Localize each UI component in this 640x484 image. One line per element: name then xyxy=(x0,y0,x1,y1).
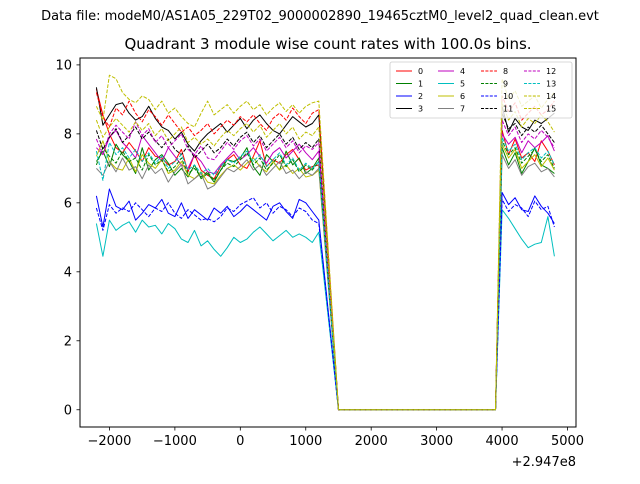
chart-title: Quadrant 3 module wise count rates with … xyxy=(124,35,531,53)
series-line-13 xyxy=(95,136,555,411)
series-line-12 xyxy=(95,119,555,411)
y-tick-label: 0 xyxy=(64,403,72,418)
legend-label-5: 5 xyxy=(460,80,465,89)
x-tick-label: 3000 xyxy=(420,434,453,449)
series-line-14 xyxy=(95,74,555,411)
legend-label-2: 2 xyxy=(418,92,423,101)
series-line-11 xyxy=(95,112,555,411)
x-tick-label: −2000 xyxy=(87,434,131,449)
legend-label-4: 4 xyxy=(460,67,465,76)
series-line-4 xyxy=(96,129,555,411)
y-tick-label: 2 xyxy=(64,334,72,349)
legend-label-9: 9 xyxy=(503,80,508,89)
legend-box xyxy=(389,61,573,119)
x-offset-label: +2.947e8 xyxy=(512,455,576,470)
suptitle: Data file: modeM0/AS1A05_229T02_90000028… xyxy=(41,9,599,24)
legend-label-8: 8 xyxy=(503,67,508,76)
legend-label-6: 6 xyxy=(460,92,465,101)
legend-label-3: 3 xyxy=(418,105,423,114)
x-axis: −2000 −1000 0 1000 2000 3000 4000 5000 xyxy=(87,427,584,449)
y-tick-label: 6 xyxy=(64,196,72,211)
legend-label-11: 11 xyxy=(503,105,513,114)
legend-label-0: 0 xyxy=(418,67,423,76)
legend-label-12: 12 xyxy=(546,67,556,76)
legend-label-1: 1 xyxy=(418,80,423,89)
series-line-5 xyxy=(95,209,555,411)
series-line-7 xyxy=(96,154,555,411)
legend-label-10: 10 xyxy=(503,92,513,101)
legend-label-14: 14 xyxy=(546,92,556,101)
plot-lines xyxy=(95,74,555,411)
series-line-3 xyxy=(95,87,555,411)
series-line-9 xyxy=(95,140,555,411)
y-axis: 0 2 4 6 8 10 xyxy=(55,58,80,418)
x-tick-label: 2000 xyxy=(355,434,388,449)
y-tick-label: 8 xyxy=(64,127,72,142)
y-tick-label: 4 xyxy=(64,265,72,280)
axes-frame xyxy=(79,57,577,428)
y-tick-label: 10 xyxy=(55,58,72,73)
series-line-8 xyxy=(95,92,555,411)
x-tick-label: 0 xyxy=(236,434,244,449)
x-tick-label: 1000 xyxy=(289,434,322,449)
legend-label-7: 7 xyxy=(460,105,465,114)
series-line-2 xyxy=(95,188,555,411)
series-line-6 xyxy=(95,140,555,411)
legend-label-15: 15 xyxy=(546,105,556,114)
x-tick-label: 4000 xyxy=(486,434,519,449)
legend-label-13: 13 xyxy=(546,80,556,89)
x-tick-label: 5000 xyxy=(551,434,584,449)
series-line-10 xyxy=(95,197,555,411)
x-tick-label: −1000 xyxy=(153,434,197,449)
